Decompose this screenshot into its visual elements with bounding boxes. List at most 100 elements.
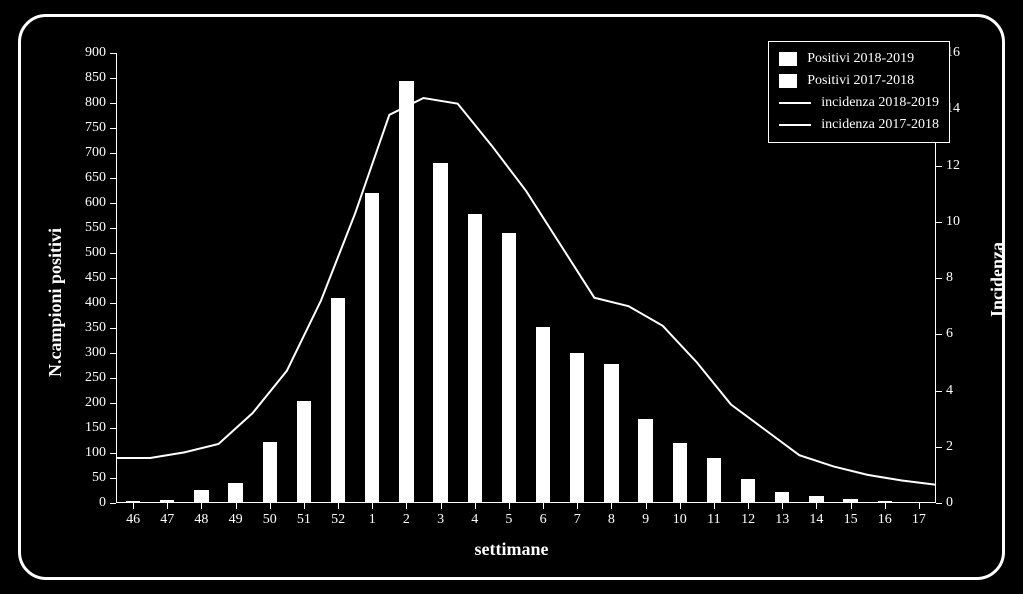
legend-item: Positivi 2018-2019: [779, 48, 939, 70]
x-tick-mark: [851, 503, 852, 509]
y-left-tick-mark: [110, 203, 116, 204]
y-left-tick-mark: [110, 478, 116, 479]
y-left-tick-mark: [110, 253, 116, 254]
y-left-tick-mark: [110, 278, 116, 279]
bar: [468, 214, 482, 503]
bar: [878, 501, 892, 503]
y-left-tick-label: 450: [76, 271, 106, 285]
x-tick-label: 50: [263, 513, 277, 527]
x-tick-mark: [816, 503, 817, 509]
y-right-tick-label: 2: [946, 440, 953, 454]
x-tick-mark: [680, 503, 681, 509]
legend: Positivi 2018-2019 Positivi 2017-2018 inci…: [768, 41, 950, 143]
bar: [570, 353, 584, 503]
bar: [843, 499, 857, 503]
x-tick-mark: [270, 503, 271, 509]
bar: [160, 500, 174, 504]
bar: [604, 364, 618, 503]
y-right-tick-mark: [936, 334, 942, 335]
x-tick-mark: [338, 503, 339, 509]
y-axis-right-title-text: Incidenza: [987, 242, 1007, 317]
x-tick-label: 13: [775, 513, 789, 527]
x-tick-mark: [236, 503, 237, 509]
y-left-tick-mark: [110, 503, 116, 504]
y-right-tick-mark: [936, 222, 942, 223]
x-axis-title: settimane: [475, 539, 549, 560]
bar: [263, 442, 277, 503]
y-left-tick-label: 850: [76, 71, 106, 85]
y-right-tick-label: 4: [946, 384, 953, 398]
y-left-tick-label: 350: [76, 321, 106, 335]
x-tick-mark: [611, 503, 612, 509]
x-tick-label: 49: [229, 513, 243, 527]
x-tick-mark: [201, 503, 202, 509]
bar: [809, 496, 823, 503]
y-right-tick-label: 8: [946, 271, 953, 285]
y-right-tick-mark: [936, 503, 942, 504]
y-right-tick-mark: [936, 166, 942, 167]
bar: [365, 193, 379, 503]
x-tick-mark: [885, 503, 886, 509]
bar: [775, 492, 789, 504]
legend-label: incidenza 2018-2019: [821, 95, 939, 111]
y-left-tick-label: 650: [76, 171, 106, 185]
y-axis-left-title-text: N.campioni positivi: [45, 228, 65, 377]
y-left-tick-mark: [110, 328, 116, 329]
bar: [399, 81, 413, 504]
y-left-tick-mark: [110, 103, 116, 104]
x-tick-label: 16: [878, 513, 892, 527]
y-right-tick-label: 10: [946, 215, 960, 229]
legend-item: incidenza 2017-2018: [779, 114, 939, 136]
y-left-tick-label: 300: [76, 346, 106, 360]
bar: [912, 502, 926, 503]
x-tick-label: 7: [574, 513, 581, 527]
x-tick-label: 9: [642, 513, 649, 527]
legend-label: Positivi 2018-2019: [807, 51, 914, 67]
y-left-tick-mark: [110, 378, 116, 379]
bar: [707, 458, 721, 503]
x-tick-mark: [577, 503, 578, 509]
y-left-tick-label: 150: [76, 421, 106, 435]
y-right-tick-mark: [936, 278, 942, 279]
y-left-tick-label: 400: [76, 296, 106, 310]
y-axis-right-title: Incidenza: [987, 242, 1008, 317]
y-left-tick-mark: [110, 353, 116, 354]
legend-item: incidenza 2018-2019: [779, 92, 939, 114]
x-tick-mark: [919, 503, 920, 509]
x-tick-label: 14: [809, 513, 823, 527]
x-axis-title-text: settimane: [475, 539, 549, 559]
y-left-tick-mark: [110, 228, 116, 229]
x-tick-label: 6: [540, 513, 547, 527]
bar: [673, 443, 687, 503]
bar: [126, 501, 140, 503]
y-left-tick-mark: [110, 428, 116, 429]
y-right-tick-mark: [936, 447, 942, 448]
y-left-tick-label: 750: [76, 121, 106, 135]
y-left-tick-mark: [110, 128, 116, 129]
legend-swatch-line: [779, 102, 811, 104]
x-tick-mark: [304, 503, 305, 509]
y-left-tick-label: 50: [76, 471, 106, 485]
bar: [502, 233, 516, 503]
legend-label: Positivi 2017-2018: [807, 73, 914, 89]
y-left-tick-mark: [110, 303, 116, 304]
y-left-tick-label: 550: [76, 221, 106, 235]
y-left-tick-label: 500: [76, 246, 106, 260]
y-left-tick-mark: [110, 78, 116, 79]
x-tick-mark: [441, 503, 442, 509]
x-tick-label: 46: [126, 513, 140, 527]
x-tick-mark: [406, 503, 407, 509]
y-left-tick-mark: [110, 53, 116, 54]
y-left-tick-mark: [110, 178, 116, 179]
x-tick-label: 51: [297, 513, 311, 527]
x-tick-label: 10: [673, 513, 687, 527]
x-tick-mark: [782, 503, 783, 509]
y-left-tick-label: 800: [76, 96, 106, 110]
x-tick-label: 47: [160, 513, 174, 527]
incidence-line: [116, 98, 936, 485]
y-left-tick-label: 250: [76, 371, 106, 385]
y-left-tick-label: 700: [76, 146, 106, 160]
y-right-tick-label: 6: [946, 327, 953, 341]
x-tick-mark: [714, 503, 715, 509]
x-tick-mark: [748, 503, 749, 509]
